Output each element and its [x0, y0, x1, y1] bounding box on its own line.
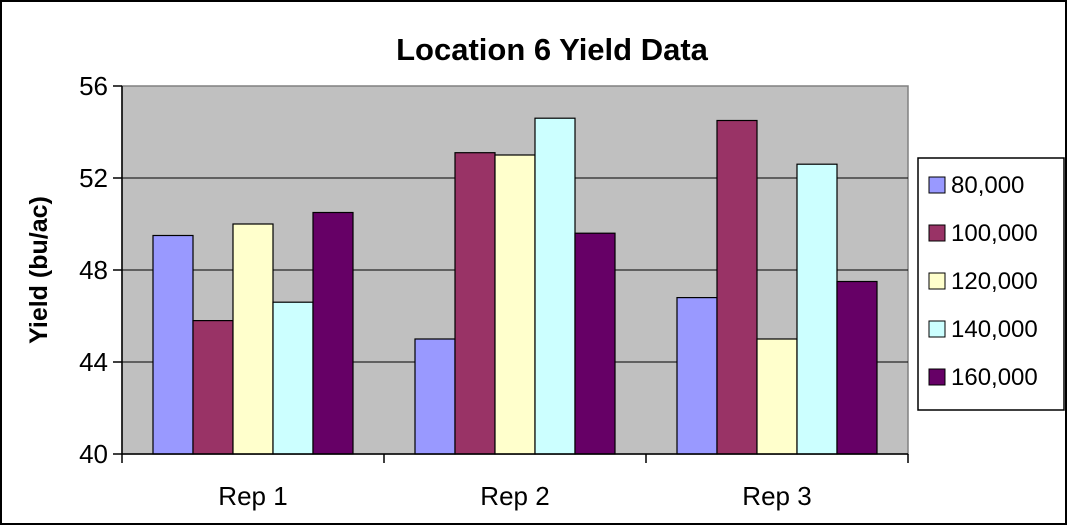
- x-tick-label: Rep 1: [218, 481, 287, 511]
- bar: [574, 232, 616, 455]
- legend: 80,000 100,000 120,000 140,000 160,000: [917, 157, 1065, 411]
- bar: [414, 338, 456, 455]
- bar: [454, 152, 496, 455]
- bar: [836, 280, 878, 455]
- y-tick-label: 56: [79, 71, 108, 101]
- legend-label: 160,000: [951, 364, 1038, 391]
- chart-title: Location 6 Yield Data: [396, 32, 709, 67]
- x-tick-label: Rep 3: [742, 481, 811, 511]
- bar: [494, 154, 536, 455]
- bar: [312, 211, 354, 455]
- axes: 40 44 48 52 56 Rep 1 Rep 2 Rep 3: [79, 71, 909, 511]
- legend-swatch: [928, 224, 946, 242]
- bar: [272, 301, 314, 455]
- legend-swatch: [928, 320, 946, 338]
- legend-swatch: [928, 176, 946, 194]
- bar: [152, 234, 194, 455]
- bar: [192, 320, 234, 455]
- bar: [232, 223, 274, 455]
- y-tick-label: 52: [79, 163, 108, 193]
- y-axis-label: Yield (bu/ac): [25, 196, 53, 344]
- bar: [676, 297, 718, 455]
- legend-label: 80,000: [951, 172, 1024, 199]
- legend-items: 80,000 100,000 120,000 140,000 160,000: [928, 172, 1038, 391]
- legend-label: 140,000: [951, 316, 1038, 343]
- bar: [716, 119, 758, 455]
- y-tick-label: 40: [79, 439, 108, 469]
- bar: [756, 338, 798, 455]
- bars: [152, 117, 878, 455]
- legend-label: 100,000: [951, 220, 1038, 247]
- bar: [534, 117, 576, 455]
- x-tick-label: Rep 2: [480, 481, 549, 511]
- bar: [796, 163, 838, 455]
- y-tick-label: 48: [79, 255, 108, 285]
- y-tick-label: 44: [79, 347, 108, 377]
- legend-swatch: [928, 272, 946, 290]
- legend-label: 120,000: [951, 268, 1038, 295]
- legend-swatch: [928, 368, 946, 386]
